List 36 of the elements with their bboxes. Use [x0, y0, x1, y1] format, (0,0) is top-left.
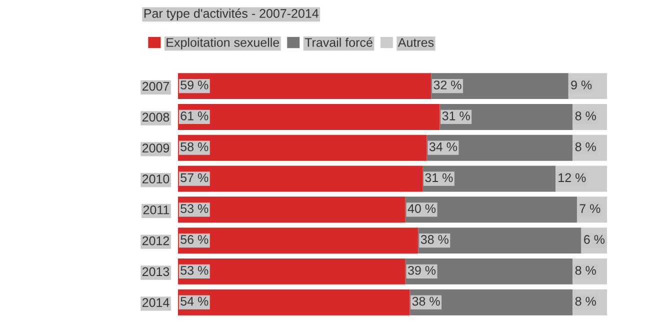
- y-tick-label: 2012: [142, 236, 170, 246]
- y-tick-label: 2010: [142, 174, 170, 184]
- y-tick-label: 2008: [142, 112, 170, 122]
- legend-label: Travail forcé: [304, 38, 372, 47]
- data-label: 32 %: [434, 80, 462, 90]
- data-label: 39 %: [408, 266, 436, 275]
- data-label: 56 %: [180, 235, 208, 244]
- y-tick-label: 2013: [142, 267, 170, 276]
- chart-title: Par type d'activités - 2007-2014: [144, 8, 318, 20]
- data-label: 61 %: [180, 111, 208, 120]
- data-label: 6 %: [584, 235, 605, 244]
- data-label: 54 %: [180, 296, 208, 306]
- data-label: 38 %: [412, 296, 440, 306]
- data-label: 8 %: [575, 142, 596, 152]
- data-label: 7 %: [580, 204, 600, 213]
- data-label: 31 %: [425, 173, 453, 182]
- legend-label: Autres: [398, 38, 434, 47]
- data-label: 40 %: [408, 204, 436, 214]
- data-label: 8 %: [575, 296, 596, 306]
- legend-label: Exploitation sexuelle: [166, 38, 280, 50]
- data-label: 31 %: [442, 111, 470, 120]
- data-label: 53 %: [180, 266, 208, 275]
- data-label: 12 %: [558, 173, 586, 182]
- data-label: 8 %: [575, 111, 596, 120]
- data-label: 8 %: [575, 266, 596, 275]
- y-tick-label: 2007: [142, 82, 170, 91]
- data-label: 38 %: [420, 235, 448, 244]
- data-label: 59 %: [180, 80, 208, 90]
- data-label: 53 %: [180, 204, 208, 214]
- data-label: 34 %: [429, 142, 458, 152]
- y-tick-label: 2009: [142, 144, 170, 153]
- y-tick-label: 2014: [142, 298, 170, 307]
- data-label: 9 %: [571, 80, 592, 90]
- data-label: 57 %: [180, 173, 208, 182]
- y-tick-label: 2011: [143, 205, 170, 214]
- data-label: 58 %: [180, 142, 208, 152]
